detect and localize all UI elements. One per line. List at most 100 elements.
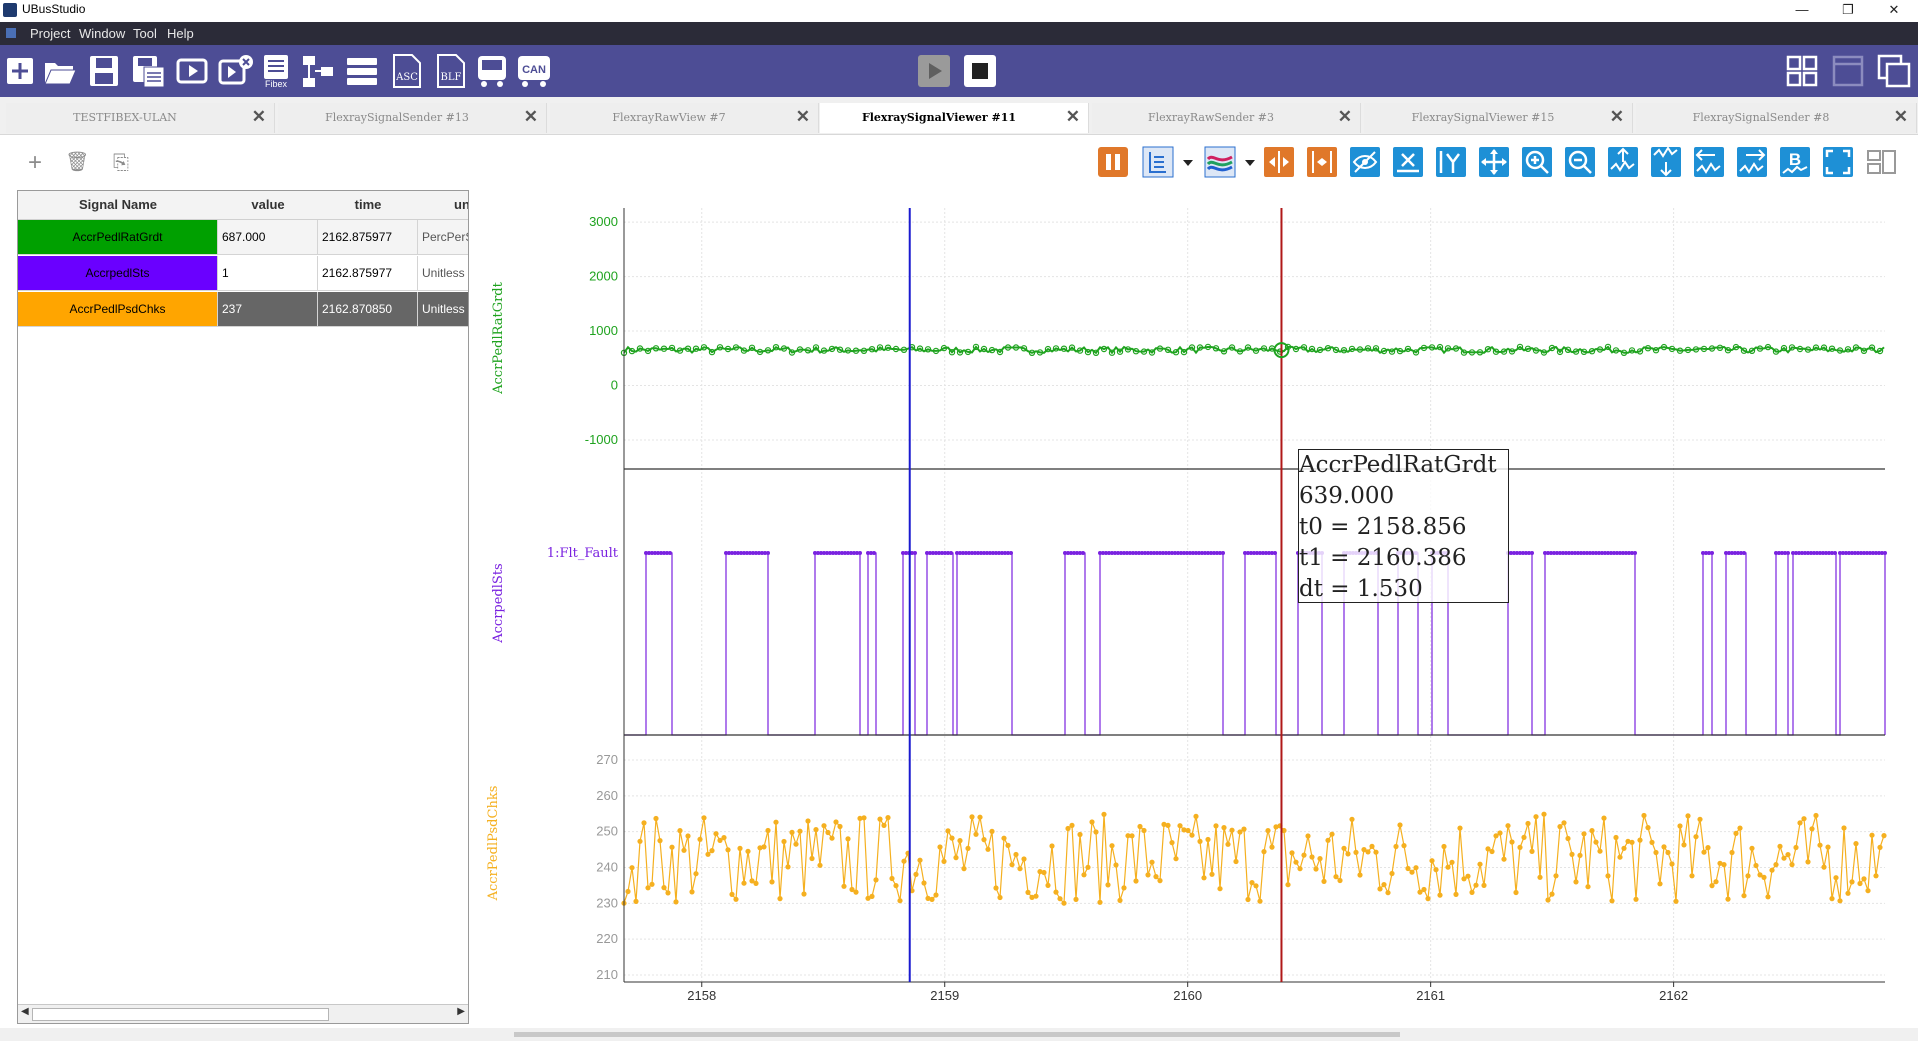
close-icon[interactable]: ✕ [251, 107, 266, 126]
minimize-button[interactable]: — [1795, 2, 1809, 17]
tab-flexray-raw-sender-3[interactable]: FlexrayRawSender #3 ✕ [1092, 103, 1361, 133]
time-cell: 2162.875977 [318, 220, 418, 255]
shift-left-icon[interactable] [1692, 145, 1726, 179]
grid-layout-icon[interactable] [1784, 53, 1820, 89]
menu-project[interactable]: Project [30, 26, 71, 41]
save-as-icon[interactable] [130, 53, 166, 89]
chevron-down-icon[interactable] [1233, 145, 1255, 179]
pause-icon[interactable] [1096, 145, 1130, 179]
open-folder-icon[interactable] [42, 53, 78, 89]
tab-flexray-signal-sender-13[interactable]: FlexraySignalSender #13 ✕ [278, 103, 547, 133]
zoom-out-icon[interactable] [1563, 145, 1597, 179]
data-point [1809, 826, 1815, 832]
blf-file-icon[interactable]: BLF [432, 53, 468, 89]
scroll-left-icon[interactable]: ◀ [21, 1006, 29, 1017]
tab-flexray-signal-sender-8[interactable]: FlexraySignalSender #8 ✕ [1636, 103, 1917, 133]
scrollbar-thumb[interactable] [32, 1008, 329, 1021]
horizontal-scrollbar[interactable]: ◀ ▶ [18, 1004, 468, 1023]
close-icon[interactable]: ✕ [523, 107, 538, 126]
menu-tool[interactable]: Tool [133, 26, 157, 41]
fullscreen-icon[interactable] [1821, 145, 1855, 179]
server-icon[interactable] [344, 53, 380, 89]
asc-file-icon[interactable]: ASC [388, 53, 424, 89]
data-point [1845, 890, 1851, 896]
bus-replay-icon[interactable] [474, 53, 510, 89]
table-row[interactable]: AccrpedlSts 1 2162.875977 Unitless [18, 256, 468, 292]
hide-icon[interactable] [1348, 145, 1382, 179]
scrollbar-thumb[interactable] [514, 1032, 1400, 1037]
table-row-selected[interactable]: AccrPedlPsdChks 237 2162.870850 Unitless [18, 292, 468, 328]
table-row[interactable]: AccrPedlRatGrdt 687.000 2162.875977 Perc… [18, 220, 468, 256]
fibex-icon[interactable]: Fibex [258, 53, 294, 89]
close-icon[interactable]: ✕ [1337, 107, 1352, 126]
color-wave-icon[interactable] [1203, 145, 1237, 179]
close-icon[interactable]: ✕ [1893, 107, 1908, 126]
data-point [804, 347, 812, 354]
expand-down-icon[interactable] [1649, 145, 1683, 179]
data-point [1449, 859, 1455, 865]
split-view-icon[interactable] [1864, 145, 1898, 179]
data-point [980, 345, 988, 353]
column-header-value[interactable]: value [218, 191, 319, 220]
can-label: CAN [522, 64, 546, 76]
video-edit-icon[interactable] [218, 53, 254, 89]
data-point [1597, 551, 1601, 555]
data-point [855, 551, 859, 555]
window-layout-icon[interactable] [1830, 53, 1866, 89]
tab-flexray-signal-viewer-15[interactable]: FlexraySignalViewer #15 ✕ [1364, 103, 1633, 133]
shift-right-icon[interactable] [1735, 145, 1769, 179]
x-axis-icon[interactable] [1391, 145, 1425, 179]
data-point [1085, 864, 1091, 870]
data-point [1853, 841, 1859, 847]
fit-x-icon[interactable] [1262, 145, 1296, 179]
start-icon[interactable] [916, 53, 952, 89]
y-axis-icon[interactable] [1434, 145, 1468, 179]
zoom-in-icon[interactable] [1520, 145, 1554, 179]
menu-help[interactable]: Help [167, 26, 194, 41]
scroll-right-icon[interactable]: ▶ [457, 1006, 465, 1017]
data-point [1521, 834, 1527, 841]
chevron-down-icon[interactable] [1171, 145, 1193, 179]
expand-up-icon[interactable] [1606, 145, 1640, 179]
column-header-signal-name[interactable]: Signal Name [18, 191, 219, 220]
legend-icon[interactable] [1141, 145, 1175, 179]
fit-all-icon[interactable] [1305, 145, 1339, 179]
data-point [997, 551, 1001, 555]
close-icon[interactable]: ✕ [795, 107, 810, 126]
save-icon[interactable] [86, 53, 122, 89]
cascade-layout-icon[interactable] [1876, 53, 1912, 89]
column-header-time[interactable]: time [318, 191, 419, 220]
move-icon[interactable] [1477, 145, 1511, 179]
bottom-scrollbar[interactable] [0, 1028, 1918, 1041]
stop-icon[interactable] [962, 53, 998, 89]
data-point [1453, 891, 1459, 898]
data-point [1772, 348, 1780, 355]
tab-flexray-signal-viewer-11[interactable]: FlexraySignalViewer #11 ✕ [820, 103, 1089, 133]
bold-b-icon[interactable]: B [1778, 145, 1812, 179]
add-signal-button[interactable]: + [27, 149, 42, 176]
data-point [1837, 898, 1843, 904]
data-point [964, 551, 968, 555]
data-point [1397, 822, 1403, 828]
data-point [819, 551, 823, 555]
can-icon[interactable]: CAN [516, 53, 552, 89]
data-point [789, 829, 795, 836]
network-icon[interactable] [300, 53, 336, 89]
y-tick-label: 230 [596, 895, 618, 910]
data-point [1797, 551, 1801, 555]
play-icon[interactable] [174, 53, 210, 89]
close-icon[interactable]: ✕ [1609, 107, 1624, 126]
delete-signal-button[interactable]: 🗑 [64, 152, 90, 173]
tab-testfibex-ulan[interactable]: TESTFIBEX-ULAN ✕ [6, 103, 275, 133]
column-header-unit[interactable]: unit [418, 191, 468, 220]
maximize-button[interactable]: ❐ [1842, 2, 1854, 17]
data-point [1529, 848, 1535, 855]
tab-flexray-raw-view-7[interactable]: FlexrayRawView #7 ✕ [550, 103, 819, 133]
new-project-icon[interactable] [2, 53, 38, 89]
import-signal-button[interactable]: ⎘ [113, 152, 129, 174]
close-icon[interactable]: ✕ [1065, 107, 1080, 126]
data-point [1444, 345, 1452, 352]
menu-window[interactable]: Window [79, 26, 126, 41]
close-window-button[interactable]: ✕ [1888, 2, 1900, 17]
